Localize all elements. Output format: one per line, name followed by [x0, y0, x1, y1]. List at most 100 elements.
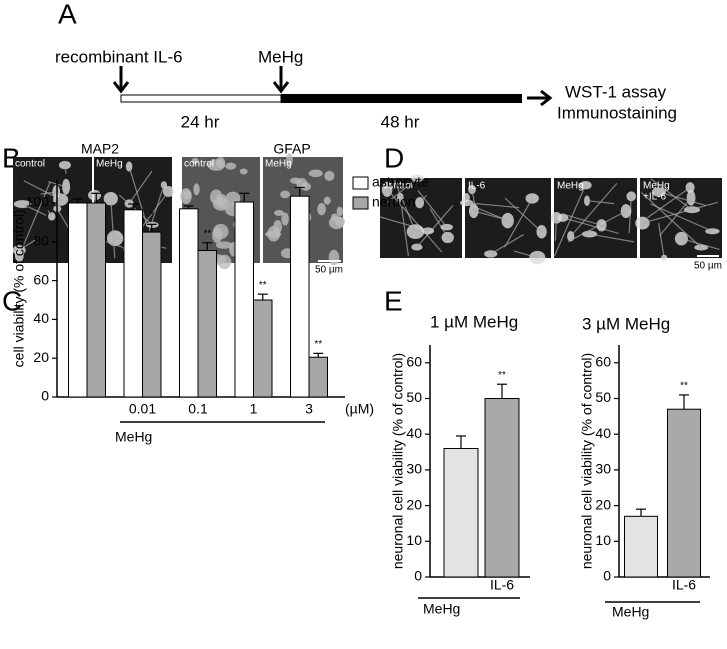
image-label: MeHg — [643, 181, 670, 192]
bar — [179, 208, 199, 398]
legend-swatch — [352, 176, 369, 190]
significance: ** — [680, 381, 688, 392]
timeline-arrows — [112, 66, 553, 107]
bar — [197, 250, 217, 398]
neurite — [417, 190, 448, 228]
neurite — [659, 197, 692, 237]
cell — [324, 170, 335, 181]
y-axis-label: neuronal cell viability (% of control) — [579, 353, 595, 569]
y-tick-label: 40 — [33, 310, 49, 326]
x-tick-label: 3 — [305, 401, 313, 417]
micrograph — [380, 178, 462, 258]
cell — [317, 203, 326, 216]
x-tick-label: IL-6 — [672, 577, 696, 593]
y-tick-label: 30 — [406, 461, 422, 477]
image-label: MeHg — [96, 159, 123, 170]
neurite — [553, 184, 587, 257]
x-unit: (µM) — [345, 401, 374, 417]
neurite — [399, 197, 410, 257]
legend-swatch — [352, 196, 369, 210]
chart-title: 3 µM MeHg — [582, 314, 670, 333]
scale-label: 50 µm — [694, 261, 722, 272]
image-label: MeHg — [557, 181, 584, 192]
neurite — [642, 201, 718, 224]
bar — [253, 299, 273, 398]
panel-label: C — [2, 285, 22, 316]
y-tick-label: 60 — [33, 271, 49, 287]
readout-label: WST-1 assay — [565, 82, 667, 101]
neurite — [64, 165, 67, 174]
group-label: MeHg — [423, 601, 460, 617]
bar — [234, 201, 254, 398]
cell — [308, 169, 323, 178]
bar — [443, 447, 479, 578]
neurite — [681, 238, 720, 251]
image-label: IL-6 — [468, 181, 486, 192]
neurite — [128, 170, 153, 204]
neurite — [466, 202, 520, 209]
y-tick-label: 40 — [406, 425, 422, 441]
neurite — [429, 208, 449, 238]
significance: ** — [203, 228, 211, 239]
y-tick-label: 30 — [595, 461, 611, 477]
y-tick-label: 20 — [33, 349, 49, 365]
y-tick-label: 80 — [33, 233, 49, 249]
neurite — [47, 210, 53, 217]
group-label: MeHg — [115, 429, 152, 445]
period-label: 24 hr — [181, 112, 220, 131]
y-tick-label: 10 — [595, 532, 611, 548]
stain-label: GFAP — [273, 141, 310, 157]
cell — [191, 157, 199, 165]
neurite — [18, 181, 51, 256]
legend-label: astrocyte — [372, 174, 429, 190]
y-tick-label: 10 — [406, 532, 422, 548]
significance: ** — [498, 370, 506, 381]
neurite — [554, 217, 558, 241]
x-tick-label: 0.01 — [129, 401, 156, 417]
period-label: 48 hr — [381, 112, 420, 131]
cell — [215, 241, 232, 249]
x-tick-label: 1 — [250, 401, 258, 417]
neurite — [490, 234, 524, 255]
y-tick-label: 100 — [26, 194, 50, 210]
micrographs: control IL-6 MeHg MeHg+IL-6 — [379, 174, 722, 265]
group-label: MeHg — [612, 604, 649, 620]
y-axis-label: neuronal cell viability (% of control) — [390, 353, 406, 569]
neurite — [650, 178, 693, 211]
y-tick-label: 50 — [406, 389, 422, 405]
y-tick-label: 0 — [414, 568, 422, 584]
neurite — [23, 180, 61, 201]
significance: ** — [259, 280, 267, 291]
cell — [180, 188, 192, 205]
bar — [667, 408, 701, 578]
image-label: control — [15, 159, 45, 170]
cell — [239, 168, 248, 175]
y-tick-label: 20 — [406, 496, 422, 512]
bar — [86, 202, 106, 398]
neurite — [562, 217, 619, 235]
neurite — [386, 188, 443, 253]
cell — [212, 197, 230, 211]
neurite — [148, 184, 165, 232]
neurite — [110, 198, 116, 259]
cell — [300, 182, 312, 191]
neurite — [658, 191, 706, 206]
bar — [68, 202, 88, 398]
neurite — [650, 203, 713, 232]
pretreatment-bar — [120, 94, 282, 103]
image-label: MeHg — [265, 159, 292, 170]
chart-title: 1 µM MeHg — [430, 312, 518, 331]
cell — [336, 206, 343, 217]
significance: * — [150, 210, 154, 221]
scale-label: 50 µm — [315, 265, 343, 276]
readout-label: Immunostaining — [557, 103, 677, 122]
panel-label: A — [58, 0, 77, 29]
image-label: control — [184, 159, 214, 170]
stain-label: MAP2 — [81, 141, 119, 157]
neurite — [386, 177, 418, 203]
neurite — [561, 213, 602, 226]
cell — [286, 153, 293, 167]
neurite — [647, 187, 691, 219]
